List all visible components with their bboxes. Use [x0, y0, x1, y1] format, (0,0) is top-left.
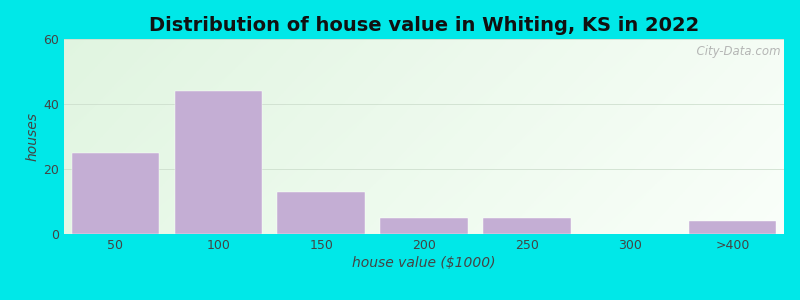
- Bar: [689, 221, 776, 234]
- Bar: [483, 218, 570, 234]
- Bar: [72, 153, 159, 234]
- Y-axis label: houses: houses: [25, 112, 39, 161]
- Bar: [174, 91, 262, 234]
- Bar: [278, 192, 365, 234]
- X-axis label: house value ($1000): house value ($1000): [352, 256, 496, 270]
- Bar: [380, 218, 468, 234]
- Text: City-Data.com: City-Data.com: [689, 45, 781, 58]
- Title: Distribution of house value in Whiting, KS in 2022: Distribution of house value in Whiting, …: [149, 16, 699, 35]
